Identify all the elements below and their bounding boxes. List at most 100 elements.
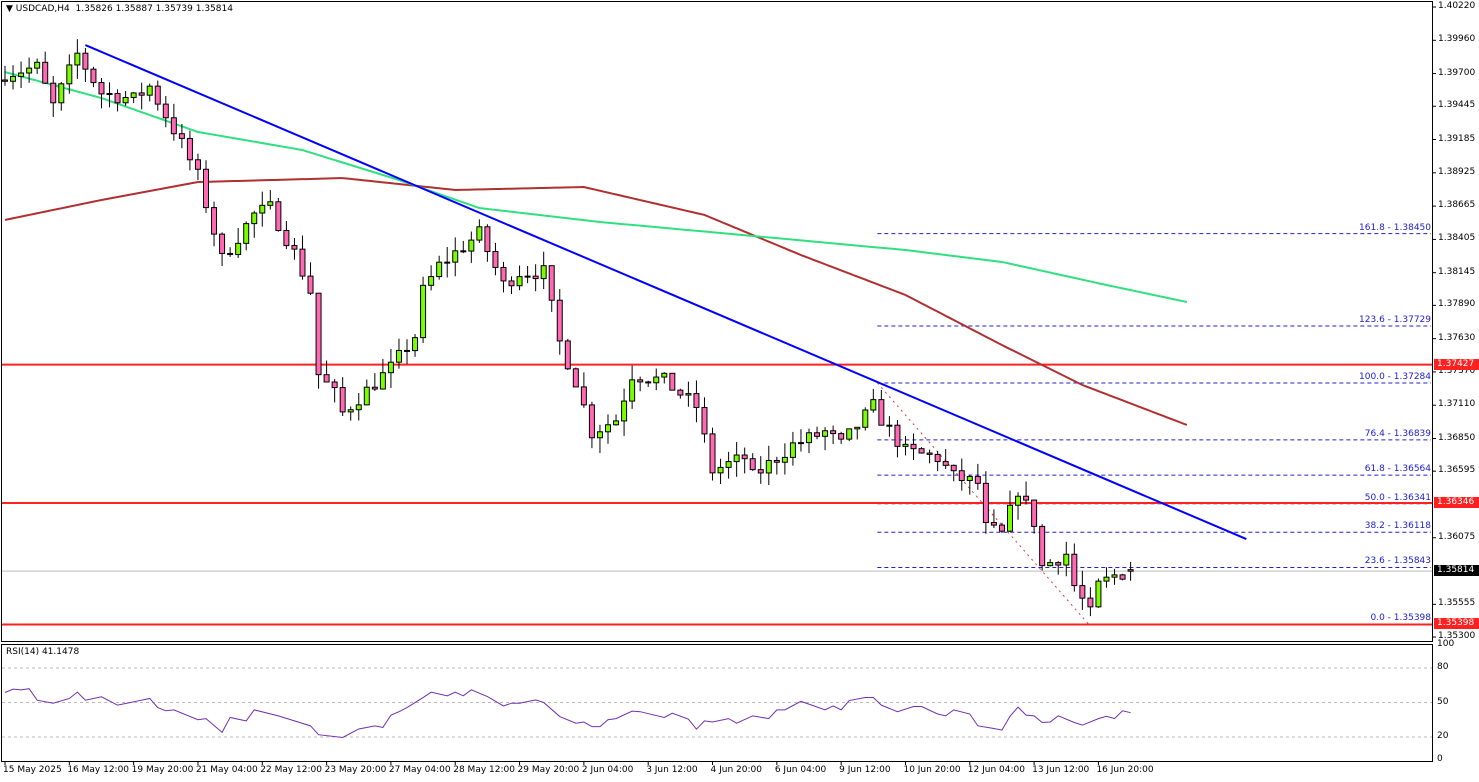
- candle-bearish[interactable]: [1055, 562, 1062, 566]
- candle-bearish[interactable]: [1087, 597, 1094, 608]
- candle-bearish[interactable]: [580, 386, 587, 406]
- candle-bullish[interactable]: [765, 459, 772, 474]
- candle-bearish[interactable]: [275, 201, 282, 231]
- candle-bullish[interactable]: [1095, 580, 1102, 608]
- candle-bearish[interactable]: [637, 379, 644, 383]
- candle-bullish[interactable]: [725, 461, 732, 468]
- candle-bearish[interactable]: [645, 381, 652, 384]
- candle-bearish[interactable]: [942, 461, 949, 466]
- candle-bearish[interactable]: [484, 226, 491, 253]
- candle-bearish[interactable]: [219, 233, 226, 254]
- candle-bullish[interactable]: [34, 61, 41, 69]
- candle-bearish[interactable]: [1023, 495, 1030, 501]
- candle-bearish[interactable]: [709, 433, 716, 474]
- candle-bullish[interactable]: [26, 67, 33, 74]
- candle-bearish[interactable]: [186, 137, 193, 161]
- candle-bearish[interactable]: [82, 52, 89, 70]
- candle-bullish[interactable]: [267, 201, 274, 206]
- candle-bullish[interactable]: [629, 379, 636, 402]
- candle-bearish[interactable]: [918, 448, 925, 454]
- candle-bearish[interactable]: [371, 386, 378, 390]
- candle-bearish[interactable]: [211, 207, 218, 235]
- candle-bullish[interactable]: [797, 442, 804, 445]
- candle-bullish[interactable]: [653, 376, 660, 384]
- candle-bearish[interactable]: [114, 93, 121, 104]
- candle-bearish[interactable]: [677, 389, 684, 396]
- candle-bullish[interactable]: [387, 361, 394, 374]
- candle-bullish[interactable]: [516, 276, 523, 287]
- candle-bullish[interactable]: [235, 242, 242, 256]
- candle-bearish[interactable]: [98, 82, 105, 95]
- trendline[interactable]: [85, 44, 1247, 540]
- candle-bullish[interactable]: [18, 72, 25, 77]
- candle-bearish[interactable]: [757, 469, 764, 474]
- candle-bullish[interactable]: [862, 409, 869, 428]
- candle-bullish[interactable]: [146, 85, 153, 96]
- candle-bearish[interactable]: [323, 374, 330, 383]
- candle-bullish[interactable]: [1015, 495, 1022, 506]
- candle-bearish[interactable]: [42, 61, 49, 84]
- candle-bullish[interactable]: [58, 83, 65, 104]
- candle-bearish[interactable]: [283, 229, 290, 247]
- candle-bearish[interactable]: [194, 159, 201, 170]
- candle-bearish[interactable]: [894, 424, 901, 447]
- candle-bullish[interactable]: [243, 223, 250, 244]
- candle-bullish[interactable]: [717, 466, 724, 474]
- candle-bullish[interactable]: [363, 386, 370, 406]
- candle-bearish[interactable]: [500, 266, 507, 282]
- candle-bearish[interactable]: [1031, 499, 1038, 527]
- candle-bearish[interactable]: [532, 275, 539, 280]
- candle-bearish[interactable]: [669, 372, 676, 391]
- candle-bullish[interactable]: [661, 372, 668, 378]
- candle-bullish[interactable]: [1103, 576, 1110, 582]
- candle-bearish[interactable]: [958, 470, 965, 482]
- candle-bearish[interactable]: [878, 399, 885, 426]
- candle-bullish[interactable]: [621, 400, 628, 422]
- candle-bullish[interactable]: [259, 204, 266, 214]
- candle-bullish[interactable]: [733, 454, 740, 463]
- candle-bearish[interactable]: [492, 251, 499, 268]
- candle-bullish[interactable]: [66, 64, 73, 85]
- candle-bearish[interactable]: [1119, 574, 1126, 580]
- candle-bullish[interactable]: [902, 443, 909, 447]
- candle-bullish[interactable]: [854, 426, 861, 430]
- candle-bullish[interactable]: [596, 431, 603, 439]
- candle-bullish[interactable]: [10, 75, 17, 82]
- candle-bullish[interactable]: [122, 96, 129, 104]
- candle-bullish[interactable]: [106, 93, 113, 96]
- candle-bearish[interactable]: [564, 340, 571, 370]
- candle-bearish[interactable]: [1039, 525, 1046, 567]
- candle-bearish[interactable]: [974, 476, 981, 484]
- candle-bearish[interactable]: [990, 522, 997, 526]
- candle-bearish[interactable]: [203, 168, 209, 209]
- candle-bearish[interactable]: [701, 406, 708, 435]
- candle-bearish[interactable]: [556, 299, 563, 342]
- candle-bullish[interactable]: [1047, 562, 1054, 567]
- candle-bullish[interactable]: [420, 284, 427, 339]
- candle-bearish[interactable]: [693, 393, 700, 408]
- candle-bearish[interactable]: [154, 85, 161, 105]
- candle-bearish[interactable]: [404, 349, 410, 352]
- candle-bearish[interactable]: [950, 464, 957, 472]
- candle-bullish[interactable]: [355, 404, 362, 411]
- candle-bullish[interactable]: [781, 456, 788, 463]
- candle-bearish[interactable]: [982, 482, 989, 524]
- candle-bearish[interactable]: [741, 454, 748, 460]
- candle-bullish[interactable]: [251, 212, 258, 225]
- candle-bearish[interactable]: [291, 245, 298, 250]
- candle-bearish[interactable]: [910, 443, 917, 450]
- candle-bearish[interactable]: [307, 275, 314, 294]
- candle-bullish[interactable]: [130, 92, 137, 98]
- candle-bullish[interactable]: [524, 275, 531, 278]
- candle-bullish[interactable]: [806, 432, 812, 444]
- candle-bullish[interactable]: [395, 349, 402, 363]
- candle-bearish[interactable]: [548, 265, 555, 301]
- candle-bearish[interactable]: [773, 459, 780, 463]
- candle-bullish[interactable]: [846, 428, 853, 440]
- candle-bearish[interactable]: [1071, 553, 1078, 587]
- candle-bearish[interactable]: [50, 82, 57, 104]
- candle-bearish[interactable]: [339, 387, 346, 413]
- candle-bearish[interactable]: [830, 430, 837, 435]
- candle-bearish[interactable]: [2, 79, 8, 82]
- candle-bullish[interactable]: [966, 476, 973, 482]
